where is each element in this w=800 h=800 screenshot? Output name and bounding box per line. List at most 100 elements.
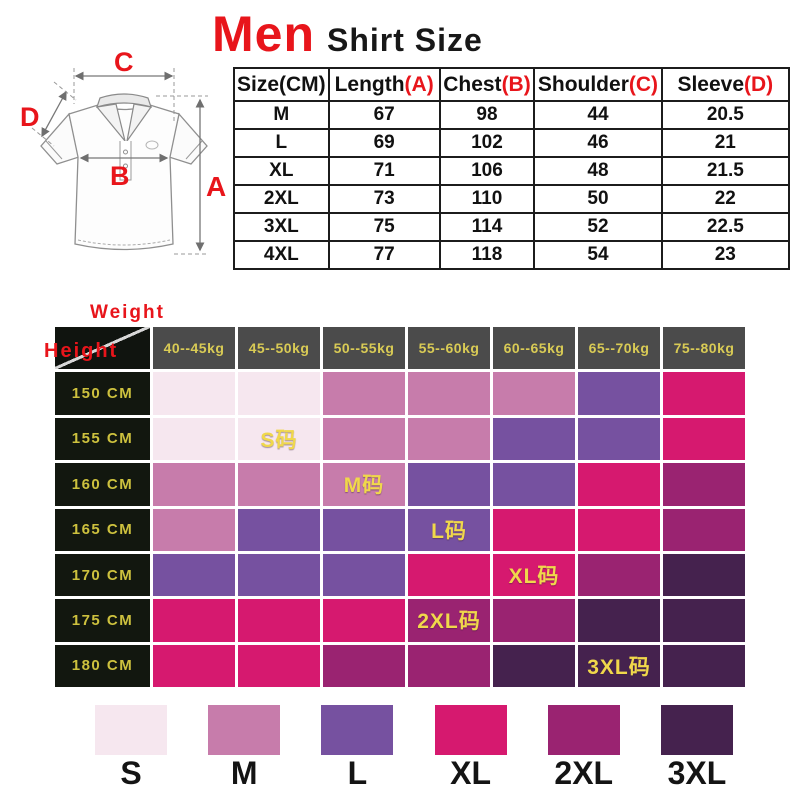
matrix-cell xyxy=(238,463,320,506)
legend-item: M xyxy=(193,705,295,791)
matrix-cell xyxy=(493,599,575,642)
height-row-header: 165 CM xyxy=(55,508,150,551)
legend-size-label: L xyxy=(347,755,368,791)
matrix-cell xyxy=(238,508,320,551)
size-table-cell: 75 xyxy=(327,212,441,242)
size-table-cell: 22 xyxy=(660,184,791,214)
matrix-cell xyxy=(408,417,490,461)
matrix-cell xyxy=(663,644,745,687)
size-table-cell: 71 xyxy=(327,156,441,186)
height-axis-label: Height xyxy=(44,340,119,362)
size-table-cell: 102 xyxy=(438,128,536,158)
size-table: Size(CM) Length(A) Chest(B) Shoulder(C) Slee… xyxy=(233,67,791,270)
height-row-header: 175 CM xyxy=(55,599,150,642)
matrix-cell xyxy=(238,372,320,415)
header-mark: (C) xyxy=(628,72,659,96)
matrix-cell xyxy=(578,508,660,551)
size-table-cell: 4XL xyxy=(233,240,330,270)
matrix-cell xyxy=(578,372,660,415)
matrix-cell: L码 xyxy=(408,508,490,551)
polo-shirt-drawing: C D B A xyxy=(20,47,226,255)
size-legend: S M L XL 2XL 3XL xyxy=(80,705,748,791)
size-table-cell: 67 xyxy=(327,100,441,130)
size-table-row: XL 71 106 48 21.5 xyxy=(233,156,791,186)
matrix-corner-cell xyxy=(55,327,150,370)
size-table-cell: 21 xyxy=(660,128,791,158)
header-mark: (D) xyxy=(744,72,774,96)
matrix-cell xyxy=(323,508,405,551)
collar-left-flap xyxy=(95,103,126,142)
matrix-cell xyxy=(578,553,660,597)
matrix-cell: XL码 xyxy=(493,553,575,597)
height-row-header: 180 CM xyxy=(55,644,150,687)
weight-axis-label: Weight xyxy=(90,302,165,323)
size-table-cell: 106 xyxy=(438,156,536,186)
size-table-cell: 73 xyxy=(327,184,441,214)
size-table-body: M 67 98 44 20.5 L 69 102 46 21 XL 71 106 48 21.5 2XL 73 1… xyxy=(233,100,791,270)
legend-size-label: 3XL xyxy=(667,755,727,791)
size-table-cell: 44 xyxy=(533,100,663,130)
header-mark: (B) xyxy=(501,72,531,96)
size-table-cell: M xyxy=(233,100,330,130)
matrix-cell xyxy=(153,644,235,687)
header-mark: (A) xyxy=(404,72,434,96)
legend-item: S xyxy=(80,705,182,791)
size-table-cell: 22.5 xyxy=(660,212,791,242)
size-table-cell: 77 xyxy=(327,240,441,270)
matrix-cell xyxy=(153,463,235,506)
matrix-cell xyxy=(493,417,575,461)
size-table-cell: 21.5 xyxy=(660,156,791,186)
size-table-header-cell: Chest(B) xyxy=(438,67,536,102)
matrix-cell xyxy=(408,463,490,506)
size-table-row: M 67 98 44 20.5 xyxy=(233,100,791,130)
legend-size-label: 2XL xyxy=(554,755,614,791)
matrix-cell xyxy=(323,553,405,597)
size-table-row: 3XL 75 114 52 22.5 xyxy=(233,212,791,242)
size-table-cell: 118 xyxy=(438,240,536,270)
matrix-cell: M码 xyxy=(323,463,405,506)
size-table-cell: 110 xyxy=(438,184,536,214)
matrix-cell: S码 xyxy=(238,417,320,461)
legend-color-swatch xyxy=(208,705,281,755)
matrix-size-code-label: 2XL码 xyxy=(417,610,481,634)
matrix-cell xyxy=(238,644,320,687)
size-table-cell: 48 xyxy=(533,156,663,186)
size-table-cell: 52 xyxy=(533,212,663,242)
matrix-cell xyxy=(153,599,235,642)
legend-item: L xyxy=(306,705,408,791)
matrix-cell xyxy=(238,599,320,642)
title-men: Men xyxy=(212,6,315,62)
matrix-cell xyxy=(663,417,745,461)
matrix-cell xyxy=(153,417,235,461)
size-table-row: 4XL 77 118 54 23 xyxy=(233,240,791,270)
matrix-cell xyxy=(408,644,490,687)
title-shirt-size: Shirt Size xyxy=(327,22,483,58)
matrix-cell xyxy=(153,372,235,415)
matrix-cell xyxy=(663,508,745,551)
legend-color-swatch xyxy=(95,705,167,755)
matrix-cell xyxy=(493,372,575,415)
header-text: Size(CM) xyxy=(236,72,326,96)
size-table-cell: XL xyxy=(233,156,330,186)
label-shoulder-c: C xyxy=(114,47,134,77)
height-row-header: 150 CM xyxy=(55,372,150,415)
matrix-size-code-label: 3XL码 xyxy=(587,655,651,679)
size-table-header-cell: Length(A) xyxy=(327,67,441,102)
matrix-cell xyxy=(493,644,575,687)
label-sleeve-d: D xyxy=(20,102,40,132)
header-text: Length xyxy=(334,72,405,96)
legend-color-swatch xyxy=(434,705,507,755)
matrix-size-code-label: M码 xyxy=(343,474,385,498)
header-text: Chest xyxy=(443,72,502,96)
size-table-cell: 69 xyxy=(327,128,441,158)
page-title: Men Shirt Size xyxy=(212,8,483,61)
matrix-cell xyxy=(153,553,235,597)
matrix-cell xyxy=(323,599,405,642)
size-table-header-row: Size(CM) Length(A) Chest(B) Shoulder(C) Slee… xyxy=(233,67,791,102)
polo-shirt-diagram: C D B A xyxy=(4,44,238,278)
size-table-cell: 20.5 xyxy=(660,100,791,130)
label-chest-b: B xyxy=(110,161,130,191)
size-table-header-cell: Sleeve(D) xyxy=(660,67,791,102)
matrix-cell xyxy=(663,372,745,415)
